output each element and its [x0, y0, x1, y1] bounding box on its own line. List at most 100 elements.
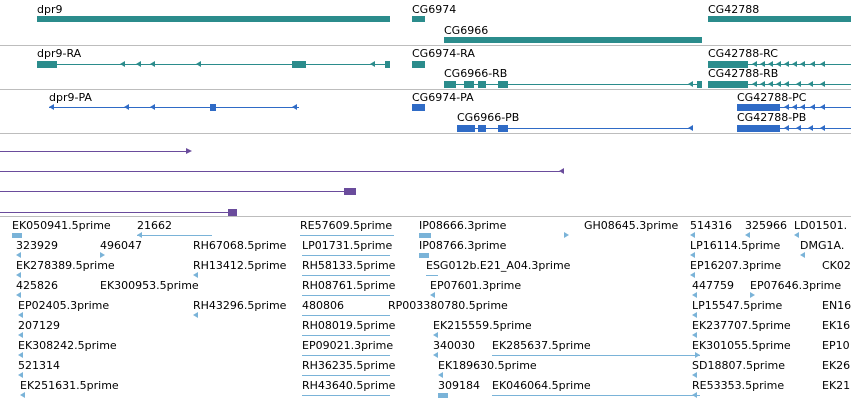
est-label: RH08761.5prime [302, 279, 396, 292]
strand-arrow-icon [692, 292, 697, 298]
est-label: 521314 [18, 359, 60, 372]
est-feature[interactable] [302, 295, 390, 296]
est-feature[interactable] [492, 355, 700, 356]
alignment-block[interactable] [344, 188, 356, 195]
alignment-line[interactable] [0, 151, 186, 152]
strand-arrow-icon [136, 61, 141, 67]
strand-arrow-icon [768, 81, 773, 87]
strand-arrow-icon [695, 352, 700, 358]
strand-arrow-icon [692, 372, 697, 378]
transcript-label: CG6974-RA [412, 47, 475, 60]
strand-arrow-icon [564, 232, 569, 238]
est-feature[interactable] [438, 393, 448, 398]
cds-block[interactable] [478, 125, 486, 132]
est-feature[interactable] [12, 233, 22, 238]
gene-feature[interactable] [412, 16, 425, 22]
exon-block[interactable] [444, 81, 456, 88]
est-feature[interactable] [302, 355, 390, 356]
track-divider [0, 89, 851, 90]
strand-arrow-icon [760, 61, 765, 67]
strand-arrow-icon [752, 61, 757, 67]
strand-arrow-icon [792, 104, 797, 110]
strand-arrow-icon [124, 104, 129, 110]
gene-feature[interactable] [708, 16, 851, 22]
est-label: LD01501. [794, 219, 848, 232]
est-label: LP16114.5prime [690, 239, 781, 252]
est-label: EP02405.3prime [18, 299, 110, 312]
est-feature[interactable] [492, 395, 700, 396]
cds-block[interactable] [498, 125, 508, 132]
est-label: RH36235.5prime [302, 359, 396, 372]
exon-block[interactable] [385, 61, 390, 68]
est-label: SD18807.5prime [692, 359, 785, 372]
est-feature[interactable] [302, 395, 390, 396]
strand-arrow-icon [16, 292, 21, 298]
est-label: IP08766.3prime [419, 239, 507, 252]
est-label: 425826 [16, 279, 58, 292]
exon-block[interactable] [464, 81, 474, 88]
strand-arrow-icon [776, 81, 781, 87]
strand-arrow-icon [745, 232, 750, 238]
exon-block[interactable] [708, 81, 748, 88]
est-label: EK251631.5prime [20, 379, 119, 392]
est-label: RH13412.5prime [193, 259, 287, 272]
exon-block[interactable] [37, 61, 57, 68]
est-feature[interactable] [300, 235, 394, 236]
est-feature[interactable] [419, 233, 431, 238]
gene-feature[interactable] [444, 37, 702, 43]
est-label: EK16 [822, 319, 851, 332]
cds-block[interactable] [737, 104, 780, 111]
cds-block[interactable] [210, 104, 216, 111]
strand-arrow-icon [768, 61, 773, 67]
alignment-line[interactable] [0, 171, 560, 172]
transcript-intron-line[interactable] [37, 64, 390, 65]
est-label: EK215559.5prime [433, 319, 532, 332]
alignment-line[interactable] [0, 212, 228, 213]
cds-line[interactable] [780, 107, 851, 108]
strand-arrow-icon [430, 292, 435, 298]
strand-arrow-icon [49, 104, 54, 110]
exon-block[interactable] [412, 61, 425, 68]
strand-arrow-icon [688, 125, 693, 131]
cds-block[interactable] [457, 125, 475, 132]
est-feature[interactable] [426, 275, 438, 276]
cds-line[interactable] [457, 128, 693, 129]
exon-block[interactable] [498, 81, 508, 88]
cds-block[interactable] [412, 104, 425, 111]
cds-block[interactable] [737, 125, 780, 132]
gene-feature[interactable] [37, 16, 390, 22]
strand-arrow-icon [784, 104, 789, 110]
exon-block[interactable] [697, 81, 702, 88]
est-label: GH08645.3prime [584, 219, 679, 232]
transcript-intron-line[interactable] [444, 84, 702, 85]
est-feature[interactable] [302, 375, 390, 376]
strand-arrow-icon [800, 104, 805, 110]
est-feature[interactable] [302, 335, 390, 336]
exon-block[interactable] [708, 61, 748, 68]
strand-arrow-icon [18, 332, 23, 338]
est-label: EK189630.5prime [438, 359, 537, 372]
est-label: EK21 [822, 379, 851, 392]
transcript-intron-line[interactable] [748, 64, 851, 65]
est-feature[interactable] [419, 253, 429, 258]
alignment-block[interactable] [228, 209, 237, 216]
est-label: EP09021.3prime [302, 339, 394, 352]
alignment-line[interactable] [0, 191, 344, 192]
strand-arrow-icon [808, 81, 813, 87]
est-feature[interactable] [302, 255, 390, 256]
est-label: LP15547.5prime [692, 299, 783, 312]
exon-block[interactable] [478, 81, 486, 88]
est-label: 323929 [16, 239, 58, 252]
strand-arrow-icon [752, 81, 757, 87]
strand-arrow-icon [794, 232, 799, 238]
cds-line[interactable] [780, 128, 851, 129]
cds-line[interactable] [49, 107, 299, 108]
exon-block[interactable] [292, 61, 306, 68]
est-feature[interactable] [302, 275, 390, 276]
est-label: 480806 [302, 299, 344, 312]
est-feature[interactable] [302, 315, 390, 316]
est-feature[interactable] [137, 235, 212, 236]
track-divider [0, 216, 851, 217]
est-label: RH43296.5prime [193, 299, 287, 312]
